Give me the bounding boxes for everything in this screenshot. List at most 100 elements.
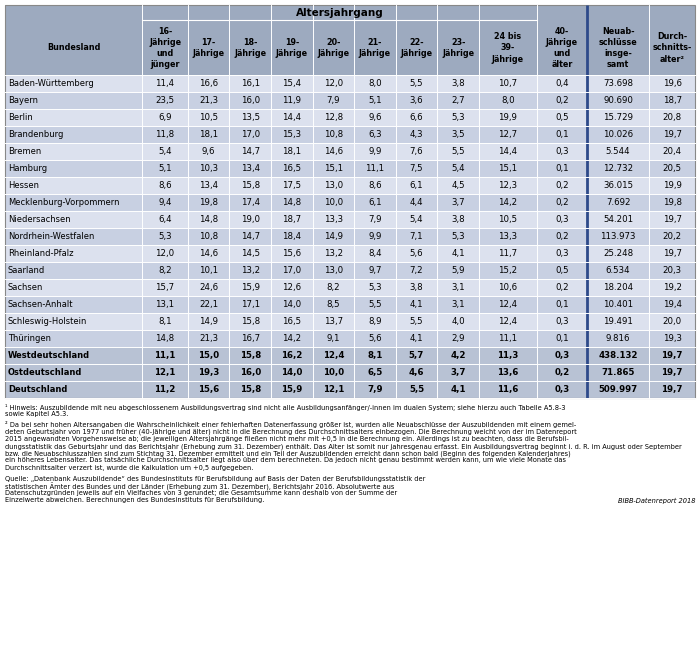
Text: 19,7: 19,7 (663, 130, 682, 139)
Bar (142, 126, 188, 143)
Text: 0,4: 0,4 (555, 79, 569, 88)
Text: 15,4: 15,4 (282, 79, 302, 88)
Text: 7,9: 7,9 (368, 215, 382, 224)
Bar (587, 194, 650, 211)
Bar (438, 330, 479, 347)
Text: 7,6: 7,6 (410, 147, 424, 156)
Text: 3,7: 3,7 (450, 368, 466, 377)
Bar (395, 194, 438, 211)
Text: 8,4: 8,4 (368, 249, 382, 258)
Text: 19,3: 19,3 (198, 368, 219, 377)
Bar (650, 160, 695, 177)
Text: 20,3: 20,3 (663, 266, 682, 275)
Text: 19,8: 19,8 (663, 198, 682, 207)
Text: 17-
Jährige: 17- Jährige (193, 38, 225, 58)
Bar (271, 143, 313, 160)
Bar (587, 75, 650, 92)
Text: 5,5: 5,5 (452, 147, 465, 156)
Bar (650, 143, 695, 160)
Text: 5,3: 5,3 (452, 113, 465, 122)
Text: 10,8: 10,8 (199, 232, 218, 241)
Bar (142, 109, 188, 126)
Text: 16,1: 16,1 (241, 79, 260, 88)
Bar (354, 109, 395, 126)
Bar (395, 262, 438, 279)
Bar (650, 330, 695, 347)
Text: 12,7: 12,7 (498, 130, 517, 139)
Text: 14,9: 14,9 (324, 232, 343, 241)
Bar (479, 296, 537, 313)
Bar (438, 262, 479, 279)
Text: 36.015: 36.015 (603, 181, 634, 190)
Text: 7,2: 7,2 (410, 266, 424, 275)
Text: 15,6: 15,6 (282, 249, 302, 258)
Text: Bremen: Bremen (8, 147, 41, 156)
Text: 20,5: 20,5 (663, 164, 682, 173)
Bar (188, 364, 230, 381)
Text: 0,2: 0,2 (555, 198, 569, 207)
Bar (271, 194, 313, 211)
Text: Hessen: Hessen (8, 181, 39, 190)
Bar (587, 177, 650, 194)
Bar (313, 21, 354, 75)
Bar (537, 92, 587, 109)
Text: 8,6: 8,6 (368, 181, 382, 190)
Text: 8,9: 8,9 (368, 317, 382, 326)
Text: 9,7: 9,7 (368, 266, 382, 275)
Bar (537, 211, 587, 228)
Bar (5, 330, 142, 347)
Text: 16-
Jährige
und
jünger: 16- Jährige und jünger (149, 27, 181, 69)
Bar (587, 109, 650, 126)
Bar (271, 75, 313, 92)
Bar (354, 347, 395, 364)
Bar (5, 262, 142, 279)
Text: 13,1: 13,1 (155, 300, 174, 309)
Text: 18,1: 18,1 (282, 147, 302, 156)
Text: 20,0: 20,0 (663, 317, 682, 326)
Bar (230, 381, 271, 398)
Bar (587, 211, 650, 228)
Text: 21,3: 21,3 (199, 334, 218, 343)
Text: 10,1: 10,1 (199, 266, 218, 275)
Bar (438, 347, 479, 364)
Bar (438, 177, 479, 194)
Text: 11,1: 11,1 (154, 351, 176, 360)
Bar (650, 347, 695, 364)
Text: Durchschnittsalter verzert ist, wurde die Kalkulation um +0,5 aufgegeben.: Durchschnittsalter verzert ist, wurde di… (5, 465, 253, 471)
Text: Rheinland-Pfalz: Rheinland-Pfalz (8, 249, 74, 258)
Text: 14,7: 14,7 (241, 147, 260, 156)
Bar (188, 194, 230, 211)
Bar (230, 330, 271, 347)
Bar (271, 262, 313, 279)
Text: 10,7: 10,7 (498, 79, 517, 88)
Bar (142, 296, 188, 313)
Text: 8,2: 8,2 (327, 283, 340, 292)
Bar (438, 143, 479, 160)
Bar (5, 228, 142, 245)
Bar (479, 109, 537, 126)
Text: 4,1: 4,1 (452, 249, 465, 258)
Bar (354, 126, 395, 143)
Bar (587, 347, 650, 364)
Text: 12,8: 12,8 (324, 113, 343, 122)
Bar (395, 126, 438, 143)
Text: 5,4: 5,4 (158, 147, 172, 156)
Text: 10,6: 10,6 (498, 283, 517, 292)
Bar (188, 211, 230, 228)
Bar (313, 143, 354, 160)
Text: 4,0: 4,0 (452, 317, 465, 326)
Bar (587, 381, 650, 398)
Text: 16,2: 16,2 (281, 351, 302, 360)
Bar (188, 143, 230, 160)
Text: 16,0: 16,0 (241, 96, 260, 105)
Bar (587, 296, 650, 313)
Text: 11,1: 11,1 (498, 334, 517, 343)
Text: 12.732: 12.732 (603, 164, 634, 173)
Bar (142, 381, 188, 398)
Text: 0,2: 0,2 (555, 181, 569, 190)
Bar (313, 262, 354, 279)
Bar (587, 21, 650, 75)
Text: 14,2: 14,2 (282, 334, 302, 343)
Text: 25.248: 25.248 (603, 249, 634, 258)
Text: 4,4: 4,4 (410, 198, 424, 207)
